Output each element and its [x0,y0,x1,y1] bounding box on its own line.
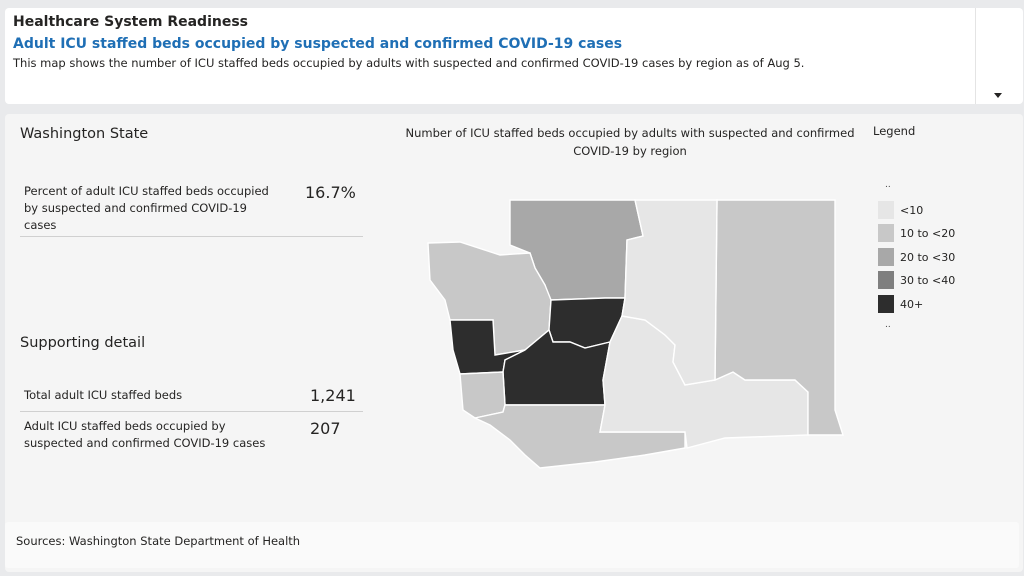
legend-item: <10 [878,201,923,219]
legend-item: 10 to <20 [878,224,955,242]
header-card: Healthcare System Readiness Adult ICU st… [5,8,1023,104]
legend-item: 20 to <30 [878,248,955,266]
legend-label: 40+ [900,297,924,311]
supporting-detail-title: Supporting detail [20,335,146,351]
washington-region-map[interactable] [405,194,845,474]
occupied-beds-value: 207 [310,419,341,438]
legend-top-dots: .. [885,180,891,190]
legend-swatch [878,248,894,266]
sources-card: Sources: Washington State Department of … [5,522,1019,568]
legend-label: <10 [900,203,924,217]
total-beds-label: Total adult ICU staffed beds [24,388,183,402]
divider [20,236,363,237]
page-subtitle: Adult ICU staffed beds occupied by suspe… [13,36,623,52]
region-northeast[interactable] [621,199,718,386]
map-title: Number of ICU staffed beds occupied by a… [405,126,855,158]
legend-title: Legend [873,124,916,138]
chevron-down-icon [994,93,1002,98]
page-title: Healthcare System Readiness [13,14,248,30]
legend-label: 20 to <30 [900,250,956,264]
sources-text: Sources: Washington State Department of … [16,534,301,548]
state-title: Washington State [20,126,149,142]
region-east[interactable] [714,199,844,436]
region-south-coast[interactable] [472,404,686,469]
page-description: This map shows the number of ICU staffed… [13,56,805,70]
kpi-label: Percent of adult ICU staffed beds occupi… [24,184,269,232]
legend-label: 10 to <20 [900,226,956,240]
kpi-value: 16.7% [305,183,356,202]
header-divider [975,8,976,104]
divider [20,411,363,412]
legend-item: 30 to <40 [878,271,955,289]
legend-swatch [878,201,894,219]
legend-swatch [878,295,894,313]
legend-swatch [878,224,894,242]
total-beds-value: 1,241 [310,386,356,405]
occupied-beds-label: Adult ICU staffed beds occupied by suspe… [24,419,266,450]
legend-label: 30 to <40 [900,273,956,287]
legend-bottom-dots: .. [885,320,891,330]
dropdown-button[interactable] [991,90,1005,100]
main-panel: Washington State Percent of adult ICU st… [5,114,1023,572]
legend-swatch [878,271,894,289]
region-southwest[interactable] [459,371,506,419]
legend-item: 40+ [878,295,923,313]
